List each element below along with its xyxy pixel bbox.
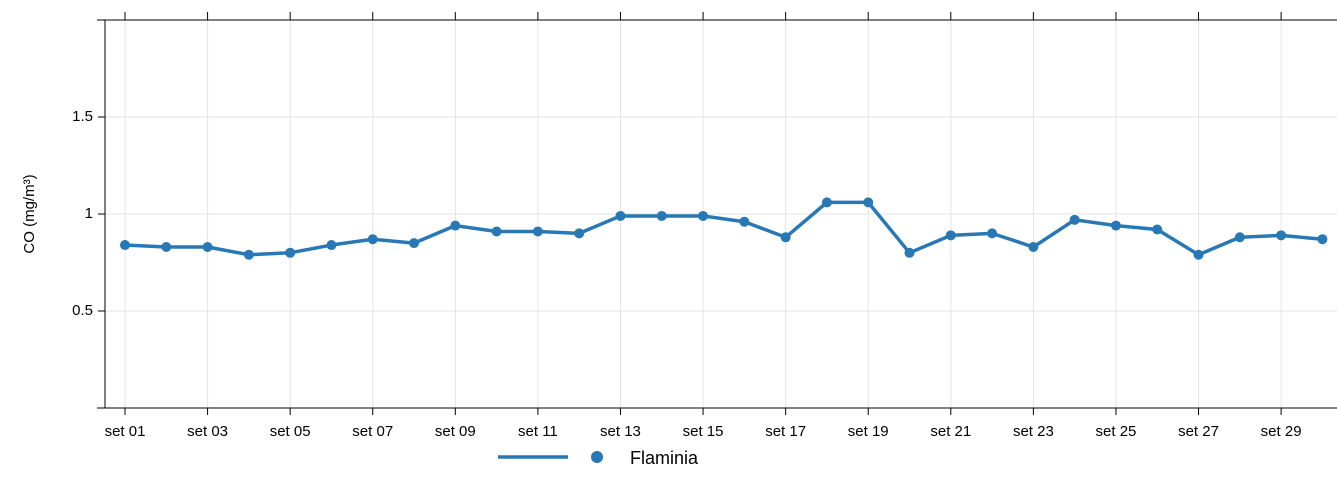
data-point bbox=[863, 197, 874, 208]
y-tick-label: 0.5 bbox=[72, 302, 93, 319]
data-point bbox=[532, 226, 543, 237]
x-tick-label: set 09 bbox=[435, 423, 476, 440]
data-point bbox=[409, 238, 420, 249]
x-tick-label: set 07 bbox=[352, 423, 393, 440]
data-point bbox=[1069, 214, 1080, 225]
data-point bbox=[1276, 230, 1287, 241]
x-tick-label: set 21 bbox=[930, 423, 971, 440]
data-point bbox=[202, 241, 213, 252]
x-tick-label: set 25 bbox=[1096, 423, 1137, 440]
x-tick-label: set 13 bbox=[600, 423, 641, 440]
data-point bbox=[326, 240, 337, 251]
data-point bbox=[574, 228, 585, 239]
y-axis-label: CO (mg/m³) bbox=[21, 174, 38, 253]
data-point bbox=[1234, 232, 1245, 243]
data-point bbox=[120, 240, 130, 251]
data-point bbox=[698, 210, 709, 221]
data-point bbox=[615, 210, 626, 221]
data-point bbox=[780, 232, 791, 243]
data-point bbox=[1152, 224, 1163, 235]
data-point bbox=[656, 210, 667, 221]
data-point bbox=[491, 226, 502, 237]
y-tick-label: 1 bbox=[85, 205, 93, 222]
data-point bbox=[821, 197, 832, 208]
data-point bbox=[161, 241, 172, 252]
x-tick-label: set 01 bbox=[105, 423, 146, 440]
data-point bbox=[987, 228, 998, 239]
legend-label: Flaminia bbox=[630, 448, 699, 468]
data-point bbox=[945, 230, 956, 241]
data-point bbox=[285, 247, 296, 258]
series-line bbox=[124, 200, 1323, 257]
data-point bbox=[1028, 241, 1039, 252]
x-tick-label: set 17 bbox=[765, 423, 806, 440]
legend-marker bbox=[591, 451, 603, 463]
x-tick-label: set 23 bbox=[1013, 423, 1054, 440]
y-tick-label: 1.5 bbox=[72, 108, 93, 125]
data-point bbox=[367, 234, 378, 245]
x-tick-label: set 19 bbox=[848, 423, 889, 440]
x-tick-label: set 27 bbox=[1178, 423, 1219, 440]
data-point bbox=[904, 247, 915, 258]
x-tick-label: set 29 bbox=[1261, 423, 1302, 440]
x-tick-label: set 15 bbox=[683, 423, 724, 440]
data-point bbox=[1317, 234, 1328, 245]
data-point bbox=[1110, 220, 1121, 231]
data-point bbox=[739, 216, 750, 227]
data-point bbox=[243, 249, 254, 260]
data-point bbox=[450, 220, 461, 231]
x-tick-label: set 05 bbox=[270, 423, 311, 440]
x-tick-label: set 11 bbox=[518, 423, 558, 440]
data-point bbox=[1193, 249, 1204, 260]
x-tick-label: set 03 bbox=[187, 423, 228, 440]
